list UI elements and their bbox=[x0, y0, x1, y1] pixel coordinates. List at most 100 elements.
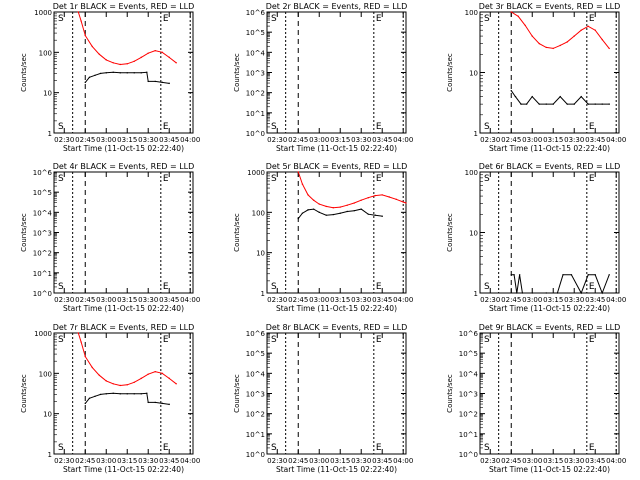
series-lld-point bbox=[346, 204, 348, 206]
panel-1: Det 1r BLACK = Events, RED = LLD 1 10 100 10… bbox=[20, 2, 200, 153]
series-events-point bbox=[325, 214, 327, 216]
y-tick-label: 100 bbox=[39, 370, 52, 378]
start-marker-bottom: S bbox=[271, 282, 277, 292]
end-marker-bottom: E bbox=[589, 282, 595, 292]
y-axis-label: Counts/sec bbox=[20, 53, 28, 92]
x-tick-label: 02:30 bbox=[54, 457, 74, 465]
series-events-point bbox=[119, 393, 121, 395]
series-lld-point bbox=[168, 56, 170, 59]
y-axis-label: Counts/sec bbox=[20, 213, 28, 252]
series-events-point bbox=[147, 80, 149, 83]
end-marker: E bbox=[376, 335, 382, 345]
x-tick-label: 03:00 bbox=[522, 457, 542, 465]
end-marker: E bbox=[589, 174, 595, 184]
x-tick-label: 04:00 bbox=[180, 296, 200, 304]
end-marker: E bbox=[376, 174, 382, 184]
x-tick-label: 02:30 bbox=[267, 136, 287, 144]
x-tick-label: 04:00 bbox=[393, 136, 413, 144]
y-tick-label: 10^0 bbox=[246, 451, 265, 459]
x-tick-label: 03:45 bbox=[585, 136, 605, 144]
end-marker: E bbox=[589, 335, 595, 345]
series-lld-point bbox=[112, 383, 114, 385]
y-tick-label: 10 bbox=[469, 230, 478, 238]
x-tick-label: 04:00 bbox=[606, 296, 626, 304]
series-events-point bbox=[112, 392, 114, 394]
x-tick-label: 03:15 bbox=[543, 296, 563, 304]
series-events-point bbox=[88, 397, 91, 400]
series-events-point bbox=[146, 71, 148, 73]
x-tick-label: 03:15 bbox=[117, 296, 137, 304]
y-tick-label: 10^6 bbox=[246, 330, 266, 338]
x-tick-label: 02:45 bbox=[288, 136, 308, 144]
series-lld-point bbox=[105, 380, 107, 382]
y-tick-label: 1000 bbox=[34, 330, 52, 338]
series-lld-point bbox=[524, 24, 526, 27]
x-tick-label: 03:00 bbox=[522, 296, 542, 304]
panel-4: Det 4r BLACK = Events, RED = LLD 10^0 10^1… bbox=[20, 162, 200, 313]
series-events-point bbox=[516, 292, 518, 294]
series-events-point bbox=[531, 292, 533, 294]
series-events-point bbox=[520, 103, 522, 105]
series-lld-point bbox=[98, 374, 100, 376]
series-events-point bbox=[545, 103, 547, 105]
series-events-point bbox=[566, 103, 568, 105]
series-events-point bbox=[112, 71, 114, 73]
x-tick-label: 03:15 bbox=[330, 136, 350, 144]
series-events-point bbox=[99, 393, 102, 396]
x-tick-label: 02:45 bbox=[288, 296, 308, 304]
series-events-point bbox=[556, 292, 559, 294]
end-marker-bottom: E bbox=[589, 122, 595, 132]
series-lld-point bbox=[154, 49, 156, 52]
y-tick-label: 1 bbox=[474, 290, 478, 298]
series-lld-point bbox=[405, 202, 407, 204]
y-tick-label: 10^3 bbox=[246, 70, 265, 78]
series-events-point bbox=[552, 103, 554, 105]
panel-7: Det 7r BLACK = Events, RED = LLD 1 10 100 10… bbox=[20, 323, 200, 474]
series-lld-point bbox=[353, 202, 355, 204]
x-tick-label: 03:15 bbox=[543, 457, 563, 465]
series-lld-point bbox=[119, 384, 121, 387]
x-tick-label: 03:00 bbox=[522, 136, 542, 144]
series-lld-point bbox=[126, 384, 128, 386]
y-tick-label: 10 bbox=[43, 411, 52, 419]
series-lld-point bbox=[119, 63, 121, 66]
series-events-point bbox=[94, 395, 96, 397]
x-tick-label: 04:00 bbox=[393, 457, 413, 465]
end-marker: E bbox=[163, 14, 169, 24]
x-axis-label: Start Time (11-Oct-15 02:22:40) bbox=[63, 304, 184, 313]
series-lld-point bbox=[360, 199, 362, 201]
x-tick-label: 03:45 bbox=[372, 136, 392, 144]
y-tick-label: 10^4 bbox=[459, 370, 479, 378]
y-tick-label: 10^4 bbox=[33, 209, 53, 217]
series-lld-point bbox=[566, 41, 568, 43]
x-tick-label: 03:45 bbox=[159, 457, 179, 465]
x-axis-label: Start Time (11-Oct-15 02:22:40) bbox=[276, 304, 397, 313]
x-tick-label: 03:45 bbox=[585, 457, 605, 465]
series-lld-line bbox=[77, 332, 177, 387]
y-tick-label: 10^0 bbox=[246, 130, 265, 138]
series-lld-line bbox=[297, 171, 407, 209]
y-tick-label: 10^2 bbox=[459, 411, 478, 419]
start-marker-bottom: S bbox=[484, 443, 490, 453]
x-tick-label: 03:00 bbox=[309, 457, 329, 465]
series-events-point bbox=[580, 292, 582, 294]
panel-6: Det 6r BLACK = Events, RED = LLD 1 10 100 02… bbox=[446, 162, 626, 313]
series-lld-point bbox=[318, 203, 320, 205]
x-tick-label: 03:45 bbox=[372, 457, 392, 465]
series-lld-point bbox=[84, 355, 86, 358]
panel-9: Det 9r BLACK = Events, RED = LLD 10^0 10^1… bbox=[446, 323, 626, 474]
start-marker-bottom: S bbox=[58, 122, 64, 132]
y-tick-label: 1000 bbox=[247, 169, 265, 177]
series-events-point bbox=[168, 82, 170, 85]
series-events-point bbox=[608, 274, 610, 276]
series-events-point bbox=[367, 213, 369, 215]
y-tick-label: 10^5 bbox=[33, 189, 52, 197]
series-lld-point bbox=[147, 373, 149, 375]
series-lld-point bbox=[161, 51, 163, 54]
start-marker-bottom: S bbox=[58, 443, 64, 453]
start-marker: S bbox=[484, 14, 490, 24]
series-events-point bbox=[332, 213, 334, 216]
series-events-point bbox=[510, 90, 512, 92]
series-events-point bbox=[318, 211, 320, 214]
series-events-point bbox=[562, 274, 564, 276]
